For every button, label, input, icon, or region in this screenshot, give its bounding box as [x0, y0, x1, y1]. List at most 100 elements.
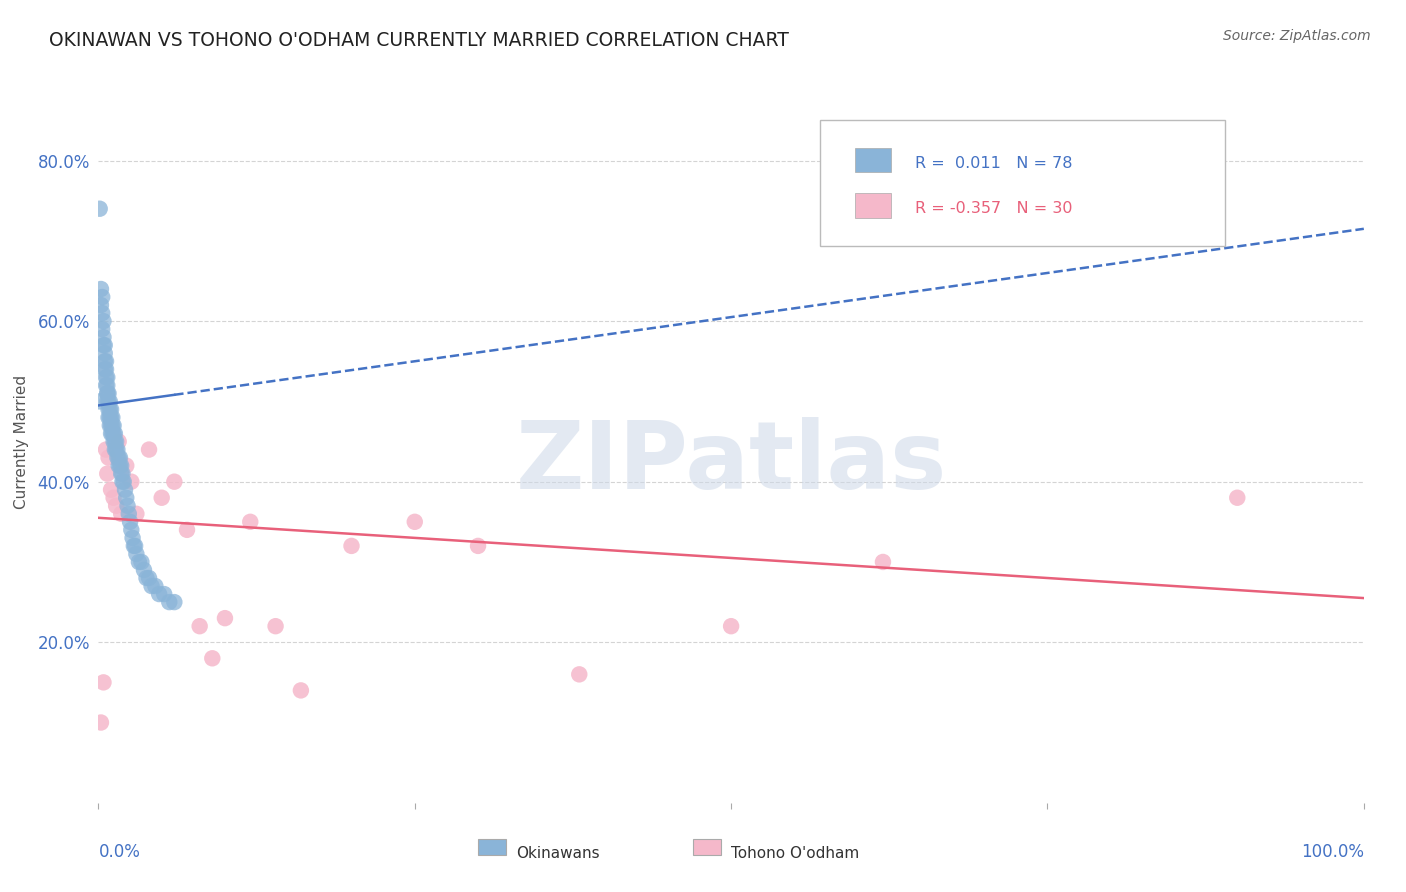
Point — [141, 579, 163, 593]
Point — [120, 523, 142, 537]
Point — [91, 322, 114, 336]
Point — [104, 434, 127, 449]
Point — [125, 547, 148, 561]
Point — [105, 499, 128, 513]
Point — [91, 306, 114, 320]
Point — [100, 402, 122, 417]
Point — [120, 515, 141, 529]
Point — [96, 386, 118, 401]
Point — [100, 483, 122, 497]
Text: R =  0.011   N = 78: R = 0.011 N = 78 — [914, 156, 1073, 171]
FancyBboxPatch shape — [855, 148, 890, 172]
Point — [93, 354, 117, 368]
Y-axis label: Currently Married: Currently Married — [14, 375, 30, 508]
Point — [97, 410, 120, 425]
Point — [103, 418, 125, 433]
Point — [108, 450, 131, 465]
Point — [101, 410, 124, 425]
Point — [110, 467, 132, 481]
Point — [201, 651, 224, 665]
Point — [404, 515, 426, 529]
Point — [89, 202, 111, 216]
Text: Tohono O'odham: Tohono O'odham — [731, 847, 859, 861]
Point — [96, 370, 118, 384]
Point — [114, 483, 136, 497]
Point — [103, 434, 125, 449]
Point — [90, 282, 112, 296]
Point — [97, 386, 120, 401]
Point — [98, 394, 121, 409]
Point — [107, 458, 129, 473]
Point — [96, 394, 118, 409]
Point — [138, 571, 160, 585]
Text: ZIPatlas: ZIPatlas — [516, 417, 946, 509]
Point — [94, 354, 117, 368]
Point — [93, 338, 117, 352]
Point — [101, 426, 124, 441]
Point — [720, 619, 742, 633]
FancyBboxPatch shape — [820, 120, 1225, 246]
FancyBboxPatch shape — [478, 838, 506, 855]
Point — [94, 370, 117, 384]
Point — [107, 450, 129, 465]
Point — [94, 442, 117, 457]
Point — [138, 442, 160, 457]
Point — [104, 442, 127, 457]
Text: R = -0.357   N = 30: R = -0.357 N = 30 — [914, 202, 1073, 217]
FancyBboxPatch shape — [855, 194, 890, 218]
Point — [153, 587, 176, 601]
Point — [124, 539, 146, 553]
Point — [97, 394, 120, 409]
Point — [148, 587, 170, 601]
Point — [111, 475, 134, 489]
Point — [91, 290, 114, 304]
Point — [188, 619, 211, 633]
Point — [121, 531, 143, 545]
Point — [94, 362, 117, 376]
Point — [118, 507, 141, 521]
Point — [107, 442, 129, 457]
Point — [568, 667, 591, 681]
Text: 100.0%: 100.0% — [1301, 843, 1364, 861]
Point — [98, 418, 121, 433]
Point — [110, 507, 132, 521]
Point — [111, 467, 134, 481]
Point — [1226, 491, 1249, 505]
Point — [340, 539, 363, 553]
Point — [110, 458, 132, 473]
Point — [93, 314, 115, 328]
Text: Okinawans: Okinawans — [516, 847, 599, 861]
Point — [100, 410, 122, 425]
Point — [107, 450, 129, 465]
Point — [93, 346, 117, 360]
Point — [176, 523, 198, 537]
Point — [105, 434, 128, 449]
Point — [93, 338, 115, 352]
Text: Source: ZipAtlas.com: Source: ZipAtlas.com — [1223, 29, 1371, 43]
Point — [163, 475, 186, 489]
FancyBboxPatch shape — [693, 838, 721, 855]
Point — [264, 619, 287, 633]
Point — [120, 475, 142, 489]
Point — [103, 426, 125, 441]
Point — [101, 418, 124, 433]
Point — [122, 539, 145, 553]
Point — [131, 555, 153, 569]
Point — [125, 507, 148, 521]
Point — [467, 539, 489, 553]
Point — [96, 386, 118, 401]
Point — [128, 555, 150, 569]
Point — [872, 555, 894, 569]
Point — [117, 499, 139, 513]
Point — [107, 434, 129, 449]
Point — [93, 362, 117, 376]
Point — [89, 394, 111, 409]
Point — [115, 458, 138, 473]
Point — [132, 563, 155, 577]
Point — [93, 330, 115, 344]
Point — [157, 595, 180, 609]
Point — [115, 491, 138, 505]
Point — [96, 467, 118, 481]
Text: OKINAWAN VS TOHONO O'ODHAM CURRENTLY MARRIED CORRELATION CHART: OKINAWAN VS TOHONO O'ODHAM CURRENTLY MAR… — [49, 31, 789, 50]
Point — [214, 611, 236, 625]
